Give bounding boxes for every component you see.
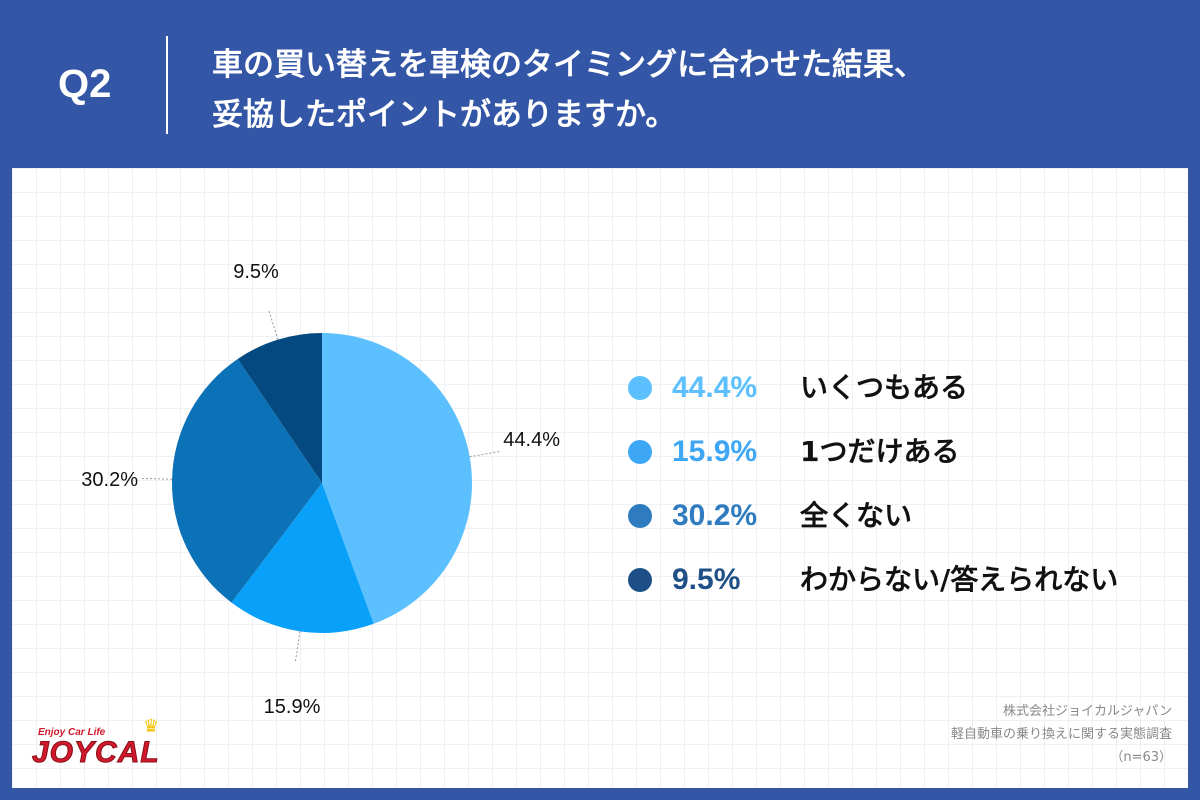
- legend-percent: 30.2%: [672, 499, 758, 532]
- pie-slice: [237, 333, 322, 483]
- data-label: 30.2%: [81, 469, 138, 491]
- legend-label: 全くない: [800, 499, 913, 532]
- leader-line: [268, 308, 279, 340]
- crown-icon: ♛: [143, 716, 160, 737]
- question-line-1: 車の買い替えを車検のタイミングに合わせた結果、: [212, 47, 925, 83]
- logo-name: JOYCAL: [32, 736, 160, 770]
- credit-sample-size: （n=63）: [1110, 750, 1172, 765]
- legend: 44.4% いくつもある 15.9% 1つだけある 30.2% 全くない 9.5…: [628, 364, 1188, 620]
- legend-label: 1つだけある: [800, 435, 960, 468]
- header: Q2 車の買い替えを車検のタイミングに合わせた結果、 妥協したポイントがあります…: [0, 0, 1200, 168]
- chart-panel: 44.4% 15.9% 30.2% 9.5% 44.4% いくつもある 15.9% 1…: [12, 168, 1188, 788]
- pie-chart: 44.4% 15.9% 30.2% 9.5%: [81, 261, 560, 718]
- legend-item: 44.4% いくつもある: [628, 364, 1188, 428]
- legend-item: 30.2% 全くない: [628, 492, 1188, 556]
- pie-slice: [322, 333, 473, 624]
- data-label: 15.9%: [264, 696, 321, 718]
- legend-label: わからない/答えられない: [800, 563, 1119, 596]
- legend-dot: [628, 568, 652, 592]
- legend-percent: 44.4%: [672, 371, 758, 404]
- legend-dot: [628, 504, 652, 528]
- data-label: 9.5%: [233, 261, 279, 283]
- question-number: Q2: [58, 62, 112, 106]
- pie-slice: [231, 483, 374, 633]
- legend-item: 9.5% わからない/答えられない: [628, 556, 1188, 620]
- leader-line: [294, 631, 301, 664]
- legend-label: いくつもある: [800, 371, 969, 404]
- credit-survey-title: 軽自動車の乗り換えに関する実態調査: [950, 727, 1172, 742]
- legend-percent: 15.9%: [672, 435, 758, 468]
- leader-line: [469, 450, 502, 458]
- joycal-logo: ♛ Enjoy Car Life JOYCAL: [26, 712, 186, 776]
- legend-dot: [628, 440, 652, 464]
- header-divider: [166, 36, 168, 134]
- logo-tagline: Enjoy Car Life: [38, 727, 106, 738]
- pie-slice: [171, 358, 322, 603]
- survey-credits: 株式会社ジョイカルジャパン 軽自動車の乗り換えに関する実態調査 （n=63）: [951, 700, 1172, 769]
- legend-dot: [628, 376, 652, 400]
- question-title: 車の買い替えを車検のタイミングに合わせた結果、 妥協したポイントがありますか。: [212, 40, 1152, 140]
- legend-percent: 9.5%: [672, 563, 741, 596]
- leader-line: [140, 477, 173, 480]
- legend-item: 15.9% 1つだけある: [628, 428, 1188, 492]
- data-label: 44.4%: [503, 429, 560, 451]
- credit-company: 株式会社ジョイカルジャパン: [1002, 704, 1172, 719]
- question-line-2: 妥協したポイントがありますか。: [212, 97, 677, 133]
